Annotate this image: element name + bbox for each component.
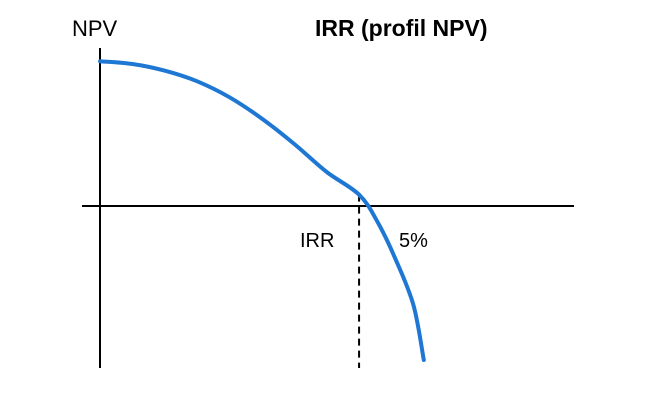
irr-label: IRR [300, 230, 334, 252]
npv-curve [98, 59, 426, 362]
rate-label: 5% [399, 230, 428, 252]
chart-title: IRR (profil NPV) [315, 15, 488, 41]
y-axis-label: NPV [72, 16, 118, 41]
